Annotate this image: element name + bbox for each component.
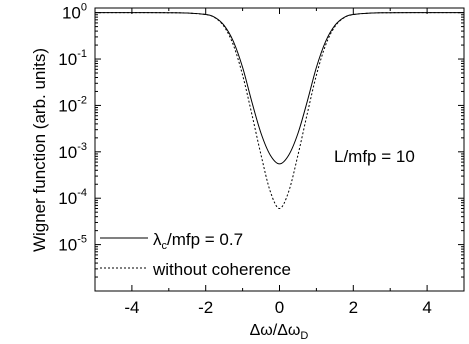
- y-tick-label: 10-4: [58, 187, 87, 208]
- y-tick-label: 10-2: [58, 94, 87, 115]
- series-line-incoherent: [94, 12, 465, 210]
- legend: λc/mfp = 0.7 without coherence: [100, 230, 291, 279]
- series-line-coherent: [94, 12, 465, 165]
- x-tick-label: 4: [422, 298, 431, 317]
- x-axis-label: Δω/ΔωD: [250, 322, 309, 342]
- x-tick-label: -2: [198, 298, 213, 317]
- x-axis-ticks: -4 -2 0 2 4: [94, 8, 465, 317]
- x-tick-label: 0: [275, 298, 284, 317]
- y-axis-ticks: 100 10-1 10-2 10-3 10-4 10-5: [58, 2, 464, 292]
- y-tick-label: 10-3: [58, 141, 87, 162]
- legend-label-incoherent: without coherence: [152, 260, 291, 279]
- y-tick-label: 10-5: [58, 234, 87, 255]
- x-tick-label: -4: [124, 298, 139, 317]
- y-axis-label: Wigner function (arb. units): [30, 48, 49, 252]
- y-tick-label: 100: [62, 2, 87, 23]
- y-tick-label: 10-1: [58, 48, 87, 69]
- x-tick-label: 2: [349, 298, 358, 317]
- annotation-label: L/mfp = 10: [334, 147, 415, 166]
- legend-label-coherent: λc/mfp = 0.7: [153, 230, 243, 252]
- series-layer: [94, 12, 465, 210]
